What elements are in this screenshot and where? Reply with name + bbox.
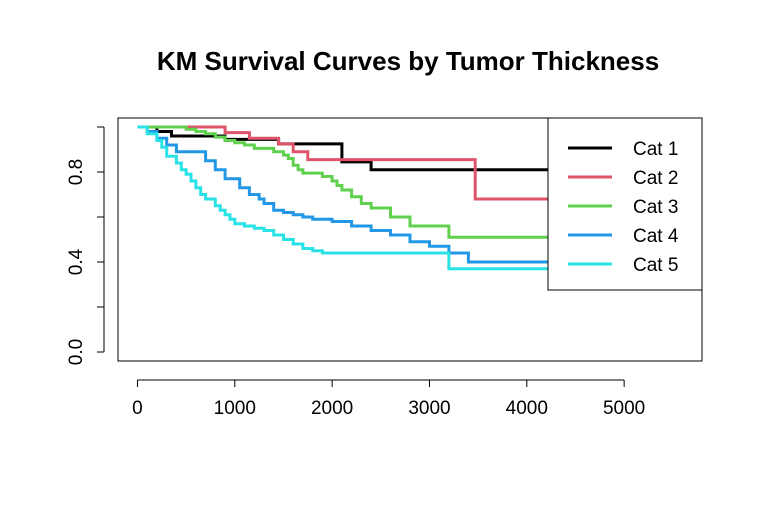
legend-label: Cat 1 [633,139,678,160]
x-tick-label: 5000 [603,398,645,419]
y-tick-label: 0.0 [66,339,87,365]
x-tick-label: 2000 [311,398,353,419]
legend-label: Cat 4 [633,226,679,247]
survival-curve-cat-3 [137,125,556,239]
x-tick-label: 4000 [506,398,548,419]
x-tick-label: 0 [132,398,143,419]
y-tick-label: 0.4 [66,248,87,275]
x-tick-label: 3000 [408,398,450,419]
chart-title: KM Survival Curves by Tumor Thickness [157,46,659,76]
legend-label: Cat 3 [633,197,678,218]
legend: Cat 1 Cat 2 Cat 3 Cat 4 Cat 5 [547,117,703,291]
survival-curve-cat-1 [137,125,556,172]
legend-label: Cat 2 [633,168,678,189]
y-axis: 0.0 0.4 0.8 [66,126,105,365]
survival-curve-cat-4 [137,125,556,264]
survival-curve-cat-2 [137,125,556,201]
x-axis: 0 1000 2000 3000 4000 5000 [132,379,645,419]
x-tick-label: 1000 [214,398,256,419]
survival-curve-cat-5 [137,125,556,271]
legend-label: Cat 5 [633,255,678,276]
survival-curves [137,125,556,271]
y-tick-label: 0.8 [66,159,87,185]
